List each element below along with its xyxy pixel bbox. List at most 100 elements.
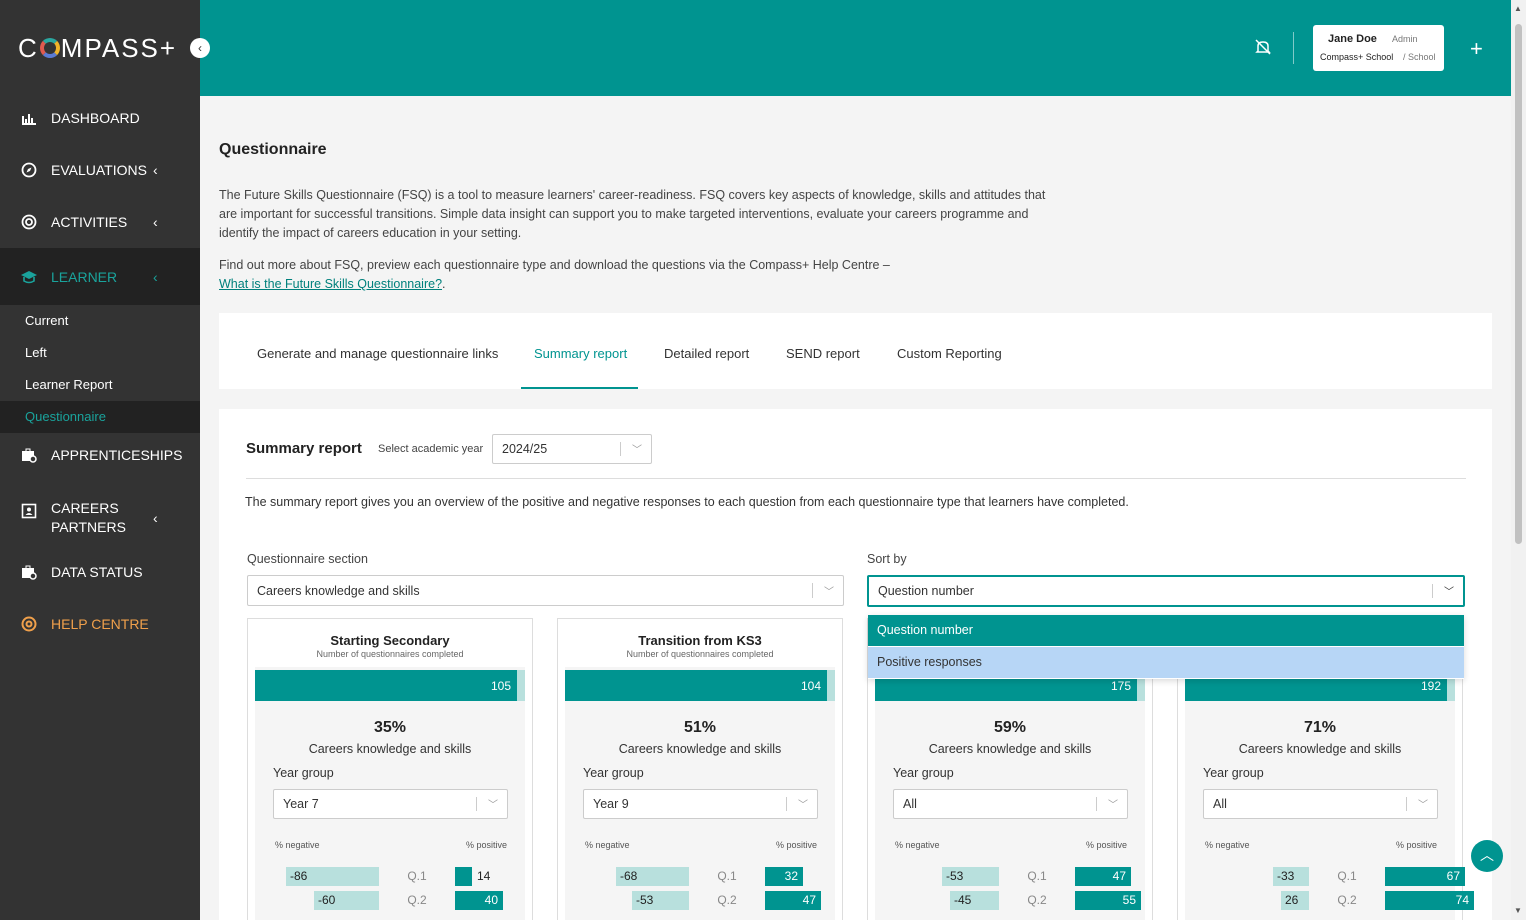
panel-subtitle: Number of questionnaires completed: [316, 649, 464, 659]
user-account-menu[interactable]: Jane Doe Admin Compass+ School / School: [1313, 25, 1444, 71]
positive-bar: 74: [1385, 891, 1474, 910]
sidebar-subitem-current[interactable]: Current: [25, 313, 69, 328]
negative-bar: 26: [1281, 891, 1309, 910]
chevron-down-icon: ﹀: [1418, 799, 1428, 811]
question-label: Q.1: [1027, 869, 1047, 883]
positive-axis-label: % positive: [1085, 840, 1127, 850]
summary-report-title: Summary report: [246, 440, 362, 457]
logo-ring-icon: [39, 38, 60, 58]
chevron-down-icon: ﹀: [632, 444, 642, 456]
chevron-left-icon: ‹: [153, 268, 158, 285]
sidebar-subitem-learner-report[interactable]: Learner Report: [25, 377, 113, 392]
question-label: Q.1: [1337, 869, 1357, 883]
scrollbar-thumb[interactable]: [1515, 24, 1522, 544]
bell-off-icon[interactable]: [1254, 38, 1274, 58]
chevron-left-icon: ‹: [153, 162, 158, 178]
sort-option-question-number[interactable]: Question number: [868, 615, 1464, 646]
compass-logo[interactable]: C MPASS+: [18, 33, 178, 63]
sidebar-item-careers-partners[interactable]: CAREERS PARTNERS ‹: [0, 490, 200, 546]
question-label: Q.2: [1027, 893, 1047, 907]
sidebar-item-label: EVALUATIONS: [51, 162, 147, 178]
school-name: Compass+ School: [1320, 52, 1394, 62]
positive-percentage: 51%: [683, 719, 717, 736]
question-label: Q.2: [717, 893, 737, 907]
sidebar-subitem-questionnaire[interactable]: Questionnaire: [0, 401, 200, 433]
chevron-down-icon: ﹀: [1444, 586, 1454, 598]
questionnaire-panel: Transition from KS3 Number of questionnai…: [557, 618, 843, 920]
intro-text: The Future Skills Questionnaire (FSQ) is…: [219, 188, 1046, 240]
question-label: Q.2: [407, 893, 427, 907]
year-group-select[interactable]: Year 7 ﹀: [273, 789, 508, 819]
scroll-to-top-button[interactable]: ︿: [1471, 840, 1503, 872]
positive-bar: 47: [765, 891, 821, 910]
year-group-select[interactable]: Year 9 ﹀: [583, 789, 818, 819]
negative-bar: -60: [314, 891, 379, 910]
positive-axis-label: % positive: [465, 840, 507, 850]
sidebar-item-activities[interactable]: ACTIVITIES ‹: [0, 196, 200, 248]
chevron-down-icon: ﹀: [824, 586, 834, 598]
tab-generate-links[interactable]: Generate and manage questionnaire links: [257, 346, 499, 361]
top-header: Jane Doe Admin Compass+ School / School …: [200, 0, 1511, 96]
contact-icon: [20, 502, 38, 520]
question-label: Q.1: [407, 869, 427, 883]
sidebar-collapse-button[interactable]: ‹: [190, 38, 210, 58]
sort-option-positive-responses[interactable]: Positive responses: [868, 647, 1464, 678]
positive-bar: 55: [1075, 891, 1141, 910]
positive-percentage: 35%: [373, 719, 407, 736]
chevron-left-icon: ‹: [153, 214, 158, 230]
sidebar-item-data-status[interactable]: DATA STATUS: [0, 546, 200, 598]
user-role: Admin: [1392, 34, 1418, 44]
count-bar-remainder: [827, 670, 835, 701]
panel-title: Starting Secondary: [330, 633, 450, 648]
scroll-down-icon[interactable]: ▼: [1514, 906, 1522, 915]
year-group-select[interactable]: All ﹀: [1203, 789, 1438, 819]
plus-icon[interactable]: +: [1470, 36, 1483, 61]
panel-section-name: Careers knowledge and skills: [1238, 742, 1402, 756]
sidebar-subitem-left[interactable]: Left: [25, 345, 47, 360]
scroll-up-icon[interactable]: ▲: [1514, 4, 1522, 13]
positive-axis-label: % positive: [775, 840, 817, 850]
sidebar-item-label: HELP CENTRE: [51, 616, 149, 632]
negative-bar: -53: [632, 891, 689, 910]
sidebar-item-label: LEARNER: [51, 268, 118, 285]
fsq-help-link[interactable]: What is the Future Skills Questionnaire?: [219, 277, 443, 291]
chevron-down-icon: ﹀: [1108, 799, 1118, 811]
page-scrollbar[interactable]: ▲ ▼: [1511, 0, 1526, 920]
header-divider: [1293, 32, 1294, 64]
page-title: Questionnaire: [219, 141, 327, 158]
sidebar-item-help-centre[interactable]: HELP CENTRE: [0, 598, 200, 650]
positive-bar: 67: [1385, 867, 1465, 886]
questionnaire-section-select[interactable]: Careers knowledge and skills ﹀: [247, 575, 844, 606]
positive-percentage: 71%: [1303, 719, 1337, 736]
sidebar-item-label: APPRENTICESHIPS: [51, 447, 183, 463]
negative-bar: -86: [286, 867, 379, 886]
tab-detailed-report[interactable]: Detailed report: [664, 346, 750, 361]
sidebar-item-label: ACTIVITIES: [51, 214, 128, 230]
sidebar-item-label: DATA STATUS: [51, 564, 143, 580]
panel-section-name: Careers knowledge and skills: [928, 742, 1092, 756]
sidebar-item-label: DASHBOARD: [51, 110, 140, 126]
sort-by-label: Sort by: [867, 552, 907, 566]
activity-icon: [20, 213, 38, 231]
sidebar-item-learner[interactable]: LEARNER ‹: [0, 248, 200, 305]
academic-year-select[interactable]: 2024/25 ﹀: [492, 434, 652, 464]
briefcase-search-icon: [20, 563, 38, 581]
year-group-select[interactable]: All ﹀: [893, 789, 1128, 819]
sidebar-item-evaluations[interactable]: EVALUATIONS ‹: [0, 144, 200, 196]
positive-bar: 14: [455, 867, 490, 886]
positive-axis-label: % positive: [1395, 840, 1437, 850]
tab-send-report[interactable]: SEND report: [786, 346, 860, 361]
summary-description: The summary report gives you an overview…: [245, 495, 1129, 509]
sort-by-select[interactable]: Question number ﹀: [867, 575, 1465, 607]
tab-summary-report[interactable]: Summary report: [534, 346, 628, 361]
graduation-cap-icon: [20, 268, 38, 286]
sidebar-item-dashboard[interactable]: DASHBOARD: [0, 92, 200, 144]
sidebar-item-apprenticeships[interactable]: APPRENTICESHIPS: [0, 429, 200, 481]
panel-section-name: Careers knowledge and skills: [618, 742, 782, 756]
negative-bar: -53: [942, 867, 999, 886]
negative-axis-label: % negative: [585, 840, 630, 850]
tab-custom-reporting[interactable]: Custom Reporting: [897, 346, 1002, 361]
help-text: Find out more about FSQ, preview each qu…: [219, 258, 890, 291]
chevron-left-icon: ‹: [153, 509, 158, 526]
lifebuoy-icon: [20, 615, 38, 633]
